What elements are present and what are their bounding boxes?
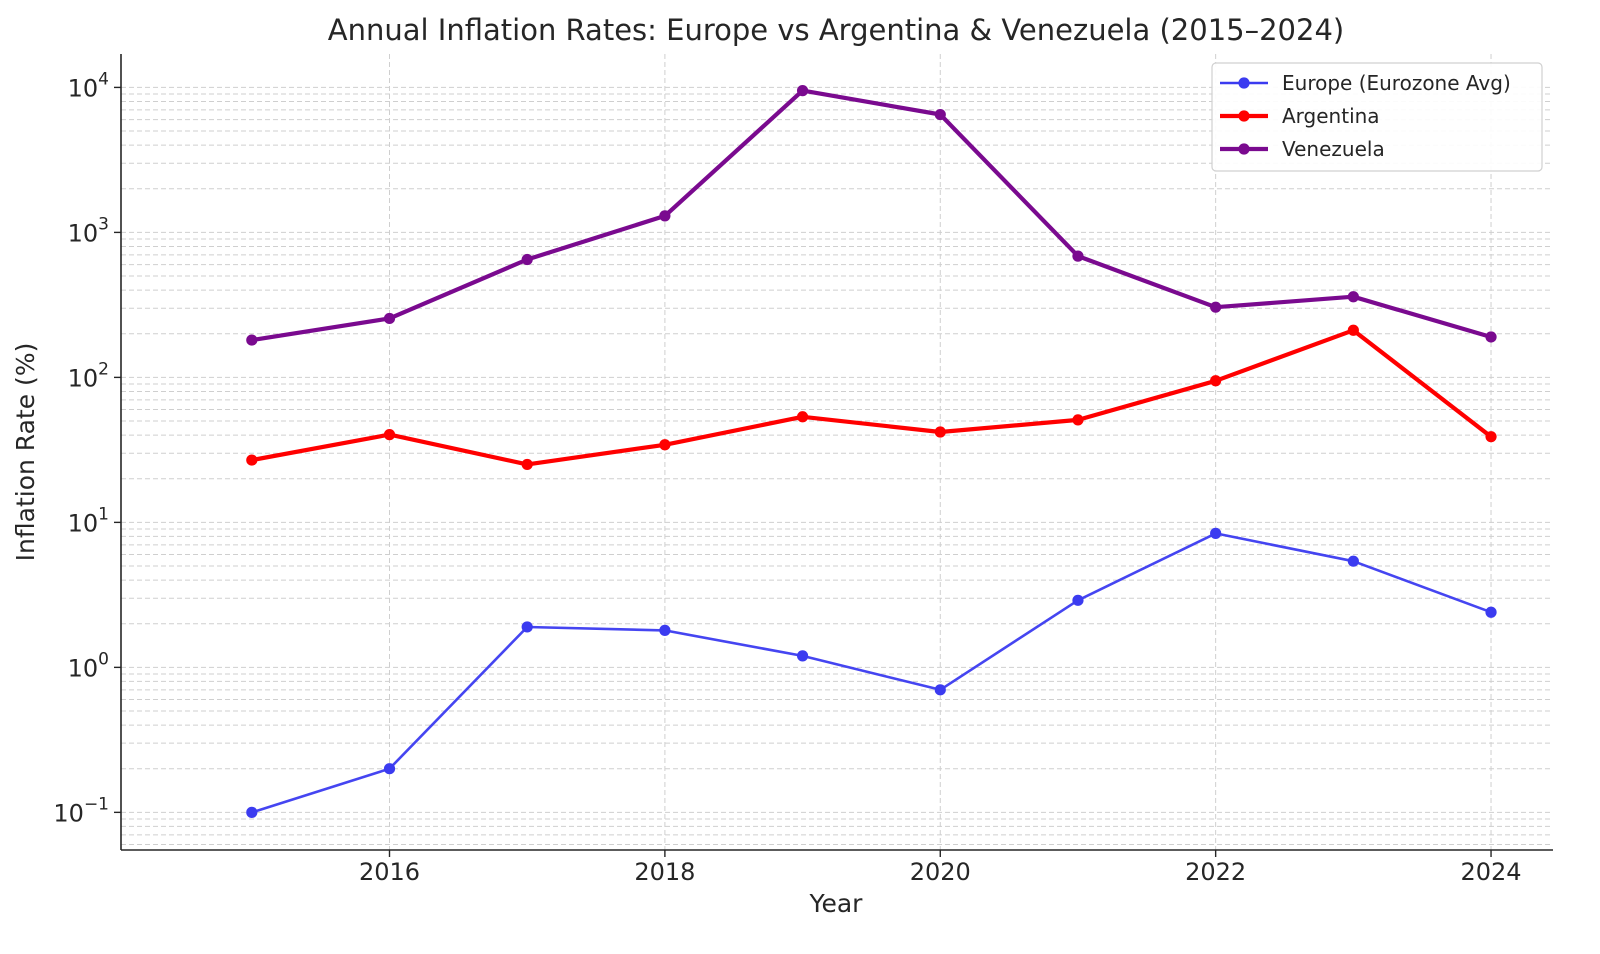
legend-marker <box>1238 143 1250 155</box>
legend: Europe (Eurozone Avg) Argentina Venezuela <box>1211 62 1543 172</box>
data-point <box>659 624 671 636</box>
data-point <box>383 312 396 325</box>
series-line <box>251 328 1493 467</box>
y-tick-label: 104 <box>68 69 109 102</box>
data-point <box>1485 431 1497 443</box>
series <box>246 85 1497 818</box>
series-line <box>251 532 1492 814</box>
data-point <box>934 426 946 438</box>
y-axis-label: Inflation Rate (%) <box>11 343 40 562</box>
y-tick-label: 103 <box>68 214 109 247</box>
data-point <box>383 763 396 775</box>
series-europe-eurozone-avg <box>246 527 1497 818</box>
legend-marker <box>1238 77 1250 89</box>
grid <box>121 54 1553 850</box>
data-point <box>659 210 671 222</box>
legend-entry: Venezuela <box>1220 137 1385 161</box>
series-venezuela <box>246 85 1497 346</box>
legend-label: Venezuela <box>1282 137 1385 161</box>
y-tick-label: 100 <box>68 649 109 682</box>
x-tick-label: 2016 <box>359 858 420 886</box>
data-point <box>1485 331 1497 343</box>
legend-entry: Argentina <box>1220 104 1380 128</box>
series-line <box>251 88 1492 343</box>
legend-label: Argentina <box>1282 104 1380 128</box>
x-tick-label: 2022 <box>1185 858 1246 886</box>
data-point <box>1347 324 1359 336</box>
x-tick-label: 2020 <box>910 858 971 886</box>
data-point <box>1210 527 1222 539</box>
data-point <box>521 458 533 471</box>
legend-box <box>1211 62 1543 172</box>
data-point <box>1072 250 1084 262</box>
data-point <box>1210 301 1222 313</box>
data-point <box>1072 414 1084 426</box>
x-tick-label: 2018 <box>634 858 695 886</box>
data-point <box>1347 291 1359 303</box>
y-tick-label: 10−1 <box>53 794 109 827</box>
legend-marker <box>1238 110 1250 122</box>
data-point <box>1485 606 1497 618</box>
data-point <box>246 806 258 818</box>
data-point <box>659 439 671 451</box>
data-point <box>934 684 946 696</box>
y-tick-label: 102 <box>68 359 109 392</box>
data-point <box>934 108 946 121</box>
series-argentina <box>246 324 1497 471</box>
data-point <box>383 429 396 441</box>
data-point <box>1072 594 1084 606</box>
data-point <box>521 621 533 633</box>
ticks: 10−1 100 101 102 103 104 2016 2018 2020 2022 2024 <box>53 69 1521 886</box>
data-point <box>1210 375 1222 387</box>
x-axis-label: Year <box>809 889 864 918</box>
data-point <box>521 253 533 266</box>
chart-title: Annual Inflation Rates: Europe vs Argent… <box>328 13 1344 47</box>
data-point <box>246 334 258 346</box>
data-point <box>796 85 809 97</box>
x-tick-label: 2024 <box>1460 858 1521 886</box>
data-point <box>246 454 258 466</box>
legend-label: Europe (Eurozone Avg) <box>1282 71 1511 95</box>
y-tick-label: 101 <box>68 504 109 537</box>
data-point <box>796 411 809 423</box>
data-point <box>1347 555 1359 567</box>
data-point <box>796 650 809 662</box>
legend-entry: Europe (Eurozone Avg) <box>1220 71 1511 95</box>
axes <box>120 54 1553 851</box>
